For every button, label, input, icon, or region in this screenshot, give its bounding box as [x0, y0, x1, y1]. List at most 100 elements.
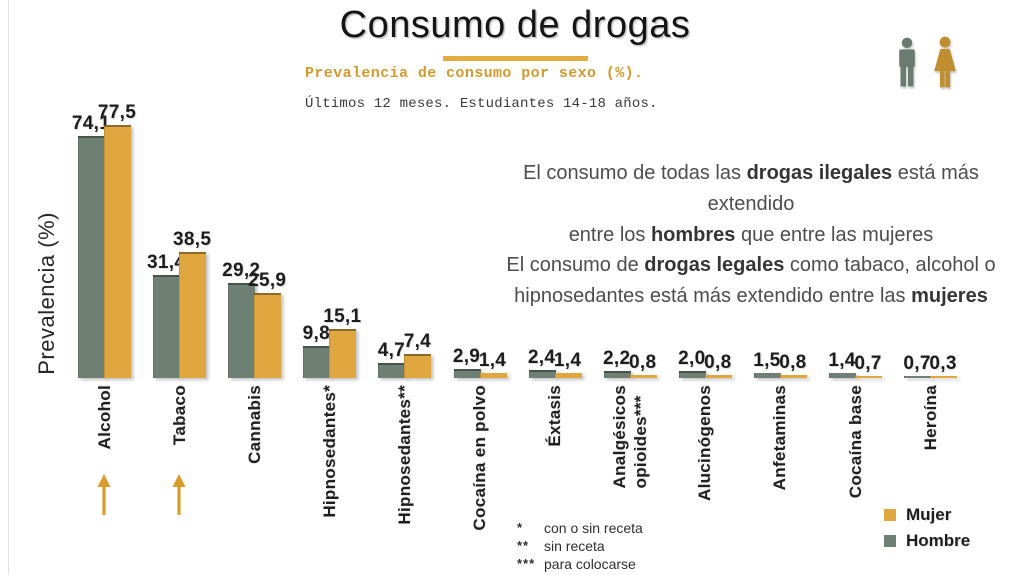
legend-item-hombre: Hombre	[884, 531, 970, 551]
annotation-text: que entre las mujeres	[735, 224, 934, 246]
value-label: 2,0	[678, 348, 706, 370]
bar-hombre-4	[378, 362, 406, 378]
annotation-bold-text: drogas ilegales	[746, 162, 893, 184]
bar-mujer-11	[930, 376, 958, 378]
legend-swatch	[884, 509, 896, 521]
footnote-symbol: *	[517, 520, 524, 535]
slide-edge-line	[8, 0, 9, 575]
sex-icons	[894, 36, 960, 90]
bar-hombre-3	[303, 345, 331, 378]
title-underline	[443, 56, 588, 61]
bar-hombre-8	[678, 371, 706, 378]
value-label: 1,4	[553, 350, 582, 372]
footnote-row: *** para colocarse	[517, 555, 643, 573]
footnote-row: * con o sin receta	[517, 519, 643, 537]
annotation-text: está más extendido	[707, 162, 979, 215]
annotation-bold-text: mujeres	[911, 285, 988, 307]
annotation-illegal-drugs: El consumo de todas las drogas ilegales …	[478, 158, 1024, 251]
bar-mujer-3	[329, 328, 357, 378]
value-label: 1,4	[828, 350, 856, 372]
bar-hombre-11	[904, 375, 932, 378]
value-label: 2,2	[603, 347, 631, 369]
category-label-10: Cocaína base	[845, 385, 865, 499]
bar-mujer-2	[254, 293, 282, 378]
value-label: 0,8	[779, 352, 807, 374]
legend-item-mujer: Mujer	[884, 505, 970, 525]
footnote-symbol: ***	[517, 556, 536, 571]
bar-mujer-5	[479, 373, 507, 378]
legend-swatch	[884, 535, 896, 547]
value-label: 4,7	[377, 339, 406, 361]
bar-mujer-9	[779, 375, 807, 378]
category-label-9: Anfetaminas	[770, 385, 790, 491]
chart-subtitle: Prevalencia de consumo por sexo (%).	[305, 65, 644, 82]
woman-icon	[934, 36, 956, 88]
man-icon	[899, 37, 915, 87]
category-label-11: Heroína	[920, 385, 940, 451]
category-label-3: Hipnosedantes*	[319, 385, 339, 518]
value-label: 29,2	[222, 259, 261, 281]
bar-mujer-6	[554, 373, 582, 378]
bar-hombre-7	[603, 370, 631, 378]
bar-hombre-6	[528, 370, 556, 378]
value-label: 2,4	[527, 347, 556, 369]
bar-hombre-0	[78, 135, 105, 378]
bar-mujer-1	[179, 252, 207, 378]
annotation-text: como tabaco, alcohol o	[784, 254, 996, 276]
bar-mujer-7	[629, 375, 657, 378]
bar-mujer-0	[104, 124, 131, 378]
footnote-text: sin receta	[544, 538, 605, 554]
annotation-bold-text: hombres	[650, 224, 736, 246]
bar-mujer-4	[404, 353, 432, 378]
footnotes: * con o sin receta ** sin receta *** para col…	[517, 519, 643, 573]
bar-mujer-8	[704, 375, 732, 378]
value-label: 25,9	[248, 270, 287, 292]
value-label: 0,8	[704, 352, 732, 374]
value-label: 1,4	[478, 350, 507, 372]
value-label: 74,1	[71, 112, 111, 134]
category-label-7: Analgésicos opioides***	[609, 385, 650, 489]
category-label-8: Alucinógenos	[695, 385, 715, 501]
value-label: 0,7	[903, 352, 931, 374]
annotation-text: hipnosedantes está más extendido entre l…	[514, 285, 912, 307]
footnote-symbol: **	[517, 538, 530, 553]
value-label: 9,8	[302, 322, 330, 344]
annotation-text: entre los	[568, 224, 651, 246]
annotation-bold-text: drogas legales	[644, 254, 785, 276]
footnote-row: ** sin receta	[517, 537, 643, 555]
value-label: 31,4	[147, 252, 186, 274]
chart-legend: Mujer Hombre	[884, 505, 970, 557]
chart-note: Últimos 12 meses. Estudiantes 14-18 años…	[305, 96, 658, 112]
value-label: 0,3	[929, 353, 957, 374]
bar-hombre-9	[753, 373, 781, 378]
category-label-4: Hipnosedantes**	[394, 385, 414, 525]
value-label: 1,5	[753, 350, 781, 372]
highlight-arrow-1	[171, 474, 187, 520]
bar-hombre-5	[453, 368, 481, 378]
footnote-text: con o sin receta	[544, 520, 643, 536]
value-label: 0,7	[854, 352, 882, 374]
value-label: 0,8	[629, 352, 657, 374]
footnote-text: para colocarse	[544, 556, 636, 572]
category-label-0: Alcohol	[94, 385, 114, 450]
legend-label: Hombre	[906, 531, 971, 550]
category-label-2: Cannabis	[244, 385, 264, 464]
page-title: Consumo de drogas	[339, 4, 691, 46]
bar-hombre-2	[228, 282, 256, 378]
annotation-legal-drugs: El consumo de drogas legales como tabaco…	[478, 250, 1024, 312]
value-label: 15,1	[323, 305, 362, 327]
highlight-arrow-0	[96, 474, 112, 520]
category-label-6: Éxtasis	[545, 385, 565, 447]
bar-hombre-10	[829, 373, 856, 378]
category-label-1: Tabaco	[169, 385, 189, 446]
value-label: 7,4	[403, 330, 432, 352]
value-label: 38,5	[173, 229, 212, 251]
bar-hombre-1	[153, 275, 181, 378]
value-label: 77,5	[97, 101, 137, 123]
value-label: 2,9	[452, 345, 481, 367]
annotation-text: El consumo de	[506, 254, 645, 276]
annotation-text: El consumo de todas las	[523, 162, 747, 184]
legend-label: Mujer	[906, 505, 952, 524]
